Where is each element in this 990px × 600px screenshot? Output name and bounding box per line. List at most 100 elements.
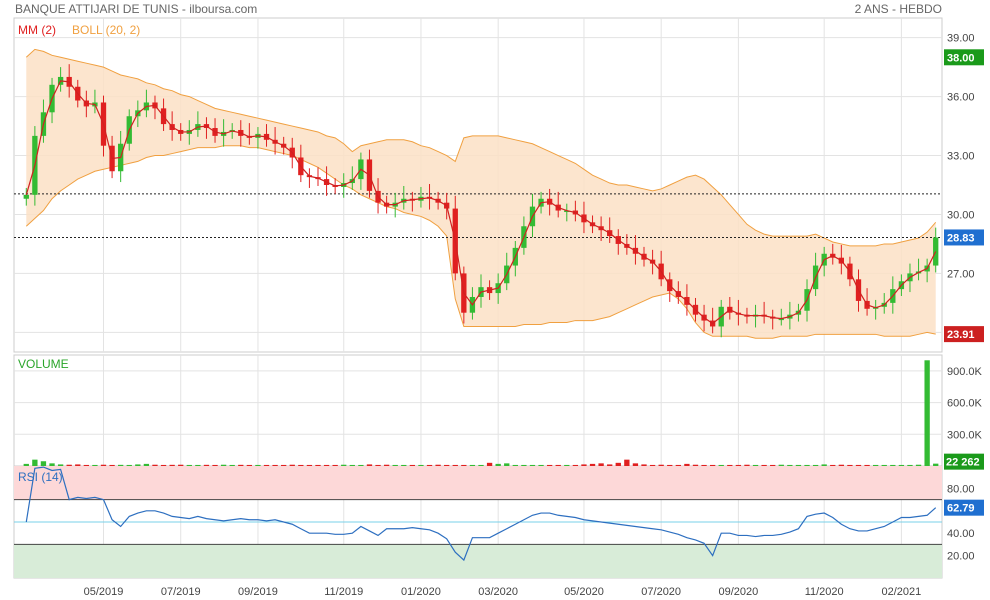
- volume-bar: [401, 464, 407, 466]
- price-badge: [944, 326, 984, 343]
- volume-bar: [220, 464, 227, 466]
- volume-bar: [238, 464, 244, 466]
- volume-bar: [898, 464, 905, 466]
- volume-bar: [315, 464, 321, 466]
- rsi-line: [25, 466, 937, 562]
- price-badge: [944, 49, 984, 66]
- candle-body: [23, 194, 29, 199]
- volume-bar: [461, 464, 467, 466]
- volume-bar: [409, 464, 416, 466]
- x-tick-label: 11/2019: [324, 586, 363, 598]
- volume-bar: [658, 464, 664, 466]
- volume-bar: [306, 464, 313, 466]
- volume-bar: [933, 463, 939, 466]
- volume-bar: [203, 464, 210, 466]
- volume-bar: [66, 464, 72, 466]
- volume-bar: [49, 463, 55, 466]
- volume-bar: [281, 464, 287, 466]
- volume-bar: [109, 464, 115, 466]
- volume-bar: [435, 464, 441, 466]
- y-tick-label: 900.0K: [947, 366, 983, 378]
- y-tick-label: 40.00: [947, 528, 975, 540]
- price-badge-text: 28.83: [947, 232, 975, 244]
- volume-bar: [890, 464, 896, 466]
- price-badge-text: 38.00: [947, 52, 975, 64]
- volume-label: VOLUME: [18, 357, 69, 371]
- x-tick-label: 09/2020: [719, 586, 759, 598]
- volume-bar: [667, 464, 673, 466]
- period-label[interactable]: 2 ANS - HEBDO: [854, 2, 942, 16]
- volume-bar: [589, 463, 596, 466]
- y-tick-label: 300.0K: [947, 429, 983, 441]
- oversold-zone: [14, 544, 942, 578]
- volume-bar: [615, 462, 621, 466]
- volume-bar: [572, 464, 579, 466]
- volume-bar: [23, 463, 29, 466]
- volume-bar: [469, 464, 476, 466]
- volume-bar: [298, 464, 304, 466]
- rsi-badge-text: 62.79: [947, 503, 975, 515]
- volume-bar: [804, 464, 810, 466]
- volume-bar: [83, 464, 90, 466]
- volume-bar: [289, 464, 295, 466]
- rsi-badge: [944, 499, 984, 516]
- volume-bar: [444, 464, 450, 466]
- x-tick-label: 01/2020: [401, 586, 441, 598]
- y-tick-label: 30.00: [947, 209, 975, 221]
- volume-bar: [418, 464, 424, 466]
- volume-bar: [718, 464, 724, 466]
- volume-bar: [349, 464, 355, 466]
- volume-panel: [13, 354, 943, 467]
- y-tick-label: 600.0K: [947, 398, 983, 410]
- price-badge: [944, 229, 984, 246]
- volume-bar: [649, 464, 656, 466]
- volume-bar: [787, 464, 793, 466]
- volume-bar: [795, 464, 802, 466]
- volume-bar: [92, 464, 98, 466]
- volume-badge: [944, 453, 984, 470]
- volume-bar: [169, 464, 175, 466]
- volume-bar: [701, 464, 707, 466]
- x-tick-label: 07/2019: [161, 586, 201, 598]
- x-tick-label: 09/2019: [238, 586, 278, 598]
- volume-bar: [255, 464, 261, 466]
- volume-bar: [495, 463, 501, 466]
- volume-bar: [598, 463, 604, 466]
- volume-bar: [735, 464, 742, 466]
- volume-bar: [692, 464, 699, 466]
- volume-bar: [907, 464, 913, 466]
- bollinger-lower-line: [25, 145, 936, 339]
- volume-bar: [263, 464, 270, 466]
- price-badge-text: 23.91: [947, 329, 975, 341]
- volume-bar: [392, 464, 398, 466]
- volume-bar: [847, 464, 853, 466]
- volume-bar: [75, 464, 81, 466]
- volume-bar: [135, 464, 141, 466]
- legend-boll: BOLL (20, 2): [72, 23, 140, 37]
- y-tick-label: 36.00: [947, 92, 975, 104]
- x-tick-label: 05/2020: [564, 586, 604, 598]
- volume-bar: [341, 464, 347, 466]
- volume-bar: [323, 464, 330, 466]
- volume-bar: [546, 464, 553, 466]
- volume-bar: [504, 463, 510, 466]
- volume-bar: [872, 464, 879, 466]
- volume-bar: [641, 464, 647, 466]
- x-tick-label: 11/2020: [805, 586, 844, 598]
- volume-bar: [770, 464, 776, 466]
- volume-bar: [160, 464, 167, 466]
- volume-bar: [229, 464, 235, 466]
- volume-bar: [426, 464, 433, 466]
- volume-bar: [186, 464, 192, 466]
- volume-bar: [332, 464, 338, 466]
- y-tick-label: 39.00: [947, 33, 975, 45]
- volume-bar: [684, 463, 690, 466]
- candle-body: [933, 237, 939, 266]
- x-tick-label: 02/2021: [882, 586, 922, 598]
- y-tick-label: 33.00: [947, 151, 975, 163]
- volume-bar: [624, 459, 630, 466]
- volume-bar: [812, 464, 819, 466]
- volume-bar: [821, 464, 827, 466]
- volume-bar: [924, 360, 930, 466]
